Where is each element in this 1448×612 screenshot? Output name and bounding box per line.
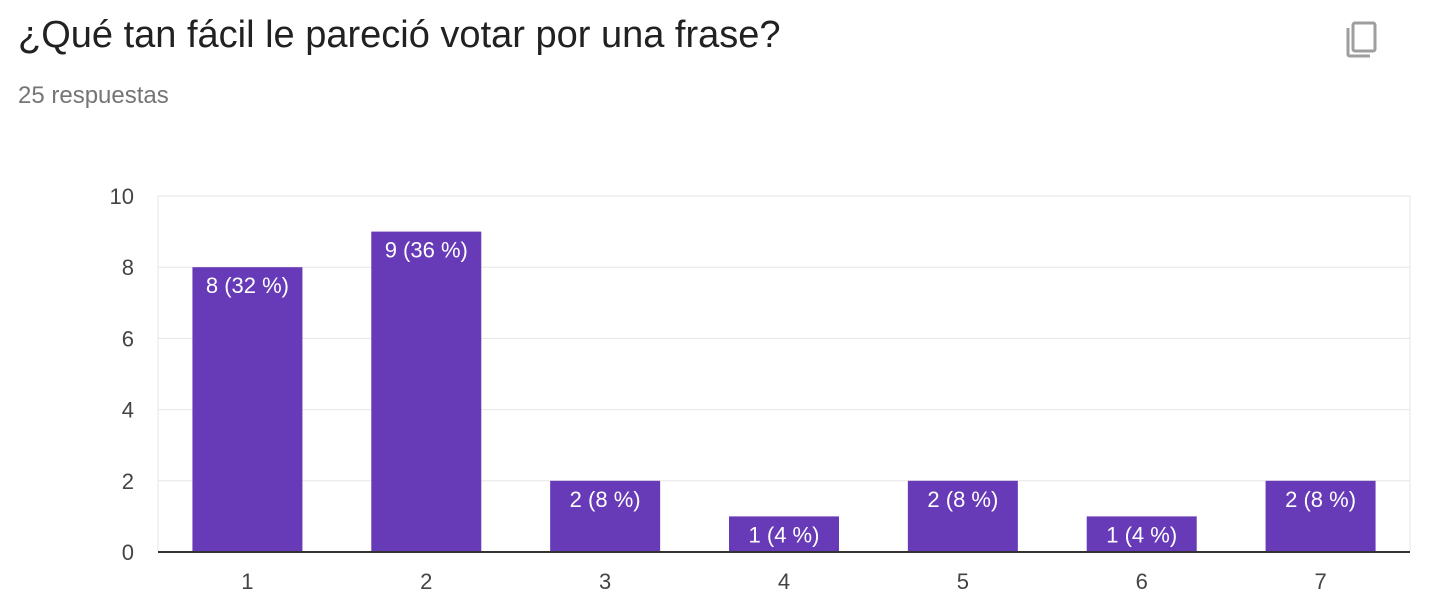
bar [371, 231, 482, 552]
x-tick-label: 5 [957, 569, 969, 594]
bar-data-label: 2 (8 %) [570, 487, 641, 512]
x-tick-label: 2 [420, 569, 432, 594]
bar [907, 480, 1018, 552]
bar [729, 516, 839, 552]
copy-icon [1346, 21, 1377, 58]
bar-data-label: 1 (4 %) [1106, 522, 1177, 547]
x-tick-label: 1 [241, 569, 253, 594]
bar-data-label: 9 (36 %) [385, 238, 468, 263]
bar-data-label: 1 (4 %) [749, 522, 820, 547]
bar [1265, 480, 1376, 552]
bar-data-label: 2 (8 %) [927, 487, 998, 512]
x-tick-label: 6 [1136, 569, 1148, 594]
response-count: 25 respuestas [18, 82, 169, 109]
y-tick-label: 6 [122, 326, 134, 351]
x-tick-label: 7 [1314, 569, 1326, 594]
y-tick-label: 2 [122, 469, 134, 494]
bar [192, 267, 303, 552]
bar [1086, 516, 1197, 552]
question-title: ¿Qué tan fácil le pareció votar por una … [18, 14, 781, 56]
x-tick-label: 3 [599, 569, 611, 594]
y-tick-label: 0 [122, 540, 134, 565]
y-tick-label: 4 [122, 398, 134, 423]
x-tick-label: 4 [778, 569, 790, 594]
y-tick-label: 8 [122, 255, 134, 280]
copy-chart-button[interactable] [1340, 18, 1384, 62]
bar [550, 480, 661, 552]
bar-data-label: 8 (32 %) [206, 273, 289, 298]
y-tick-label: 10 [110, 184, 134, 209]
bar-data-label: 2 (8 %) [1285, 487, 1356, 512]
